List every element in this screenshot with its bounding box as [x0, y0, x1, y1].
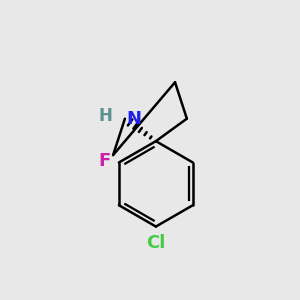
Text: N: N	[126, 110, 141, 128]
Text: Cl: Cl	[146, 234, 166, 252]
Text: F: F	[98, 152, 111, 170]
Text: H: H	[99, 107, 112, 125]
